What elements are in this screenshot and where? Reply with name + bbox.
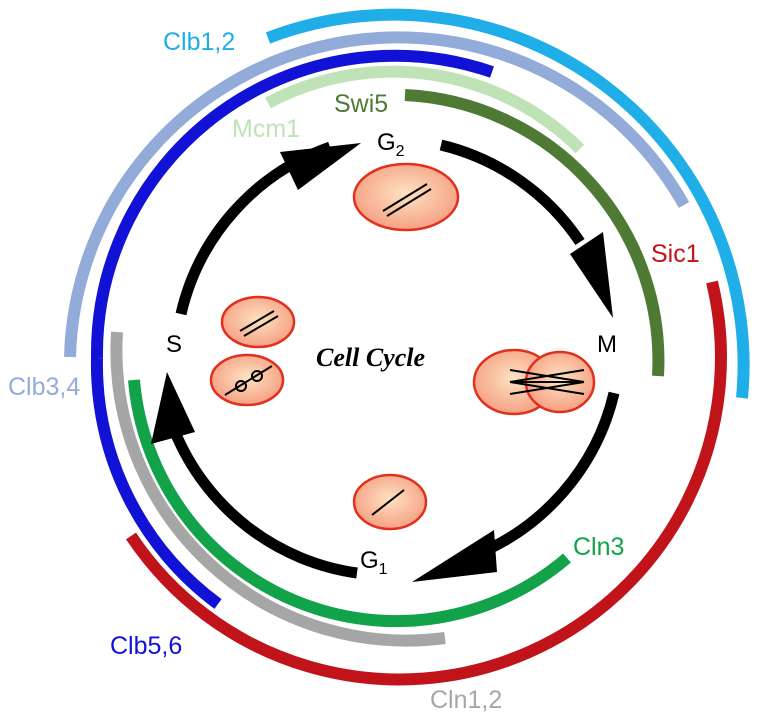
arc-clb34 bbox=[64, 31, 690, 358]
label-sic1: Sic1 bbox=[651, 240, 700, 268]
phase-g1-label: G1 bbox=[360, 547, 388, 578]
label-mcm1: Mcm1 bbox=[232, 115, 300, 143]
arrowhead-m bbox=[570, 232, 613, 318]
regulator-arcs bbox=[64, 8, 750, 686]
cycle-arrows bbox=[151, 139, 620, 582]
arrow-g1-to-s bbox=[169, 429, 358, 579]
arrowhead-s bbox=[151, 372, 195, 444]
arrowhead-g1 bbox=[412, 530, 497, 582]
cell-s-upper bbox=[220, 295, 296, 349]
label-cln3: Cln3 bbox=[573, 533, 624, 561]
cell-g1 bbox=[352, 473, 428, 531]
cell-m-dividing bbox=[472, 348, 596, 416]
label-clb34: Clb3,4 bbox=[8, 373, 80, 401]
label-cln12: Cln1,2 bbox=[430, 686, 502, 714]
arc-clb12 bbox=[265, 8, 750, 399]
arrowhead-g2 bbox=[280, 143, 361, 190]
arc-cln3 bbox=[128, 379, 571, 628]
arrow-m-to-g1 bbox=[468, 391, 620, 563]
label-clb12: Clb1,2 bbox=[163, 28, 235, 56]
cell-g2 bbox=[352, 162, 460, 232]
label-swi5: Swi5 bbox=[334, 90, 388, 118]
phase-s-label: S bbox=[166, 331, 182, 358]
arc-swi5 bbox=[404, 89, 665, 377]
label-clb56: Clb5,6 bbox=[110, 632, 182, 660]
arc-mcm1 bbox=[265, 65, 585, 154]
phase-m-label: M bbox=[597, 331, 617, 358]
cells bbox=[209, 162, 596, 531]
arc-clb56-top bbox=[90, 49, 494, 359]
diagram-title: Cell Cycle bbox=[316, 343, 425, 372]
arc-sic1 bbox=[126, 280, 727, 686]
phase-g2-label: G2 bbox=[377, 129, 405, 160]
arrow-g2-to-m bbox=[439, 139, 585, 246]
cell-s-lower bbox=[209, 353, 285, 407]
arc-cln12 bbox=[110, 331, 446, 647]
arc-clb56-bottom bbox=[90, 357, 222, 609]
